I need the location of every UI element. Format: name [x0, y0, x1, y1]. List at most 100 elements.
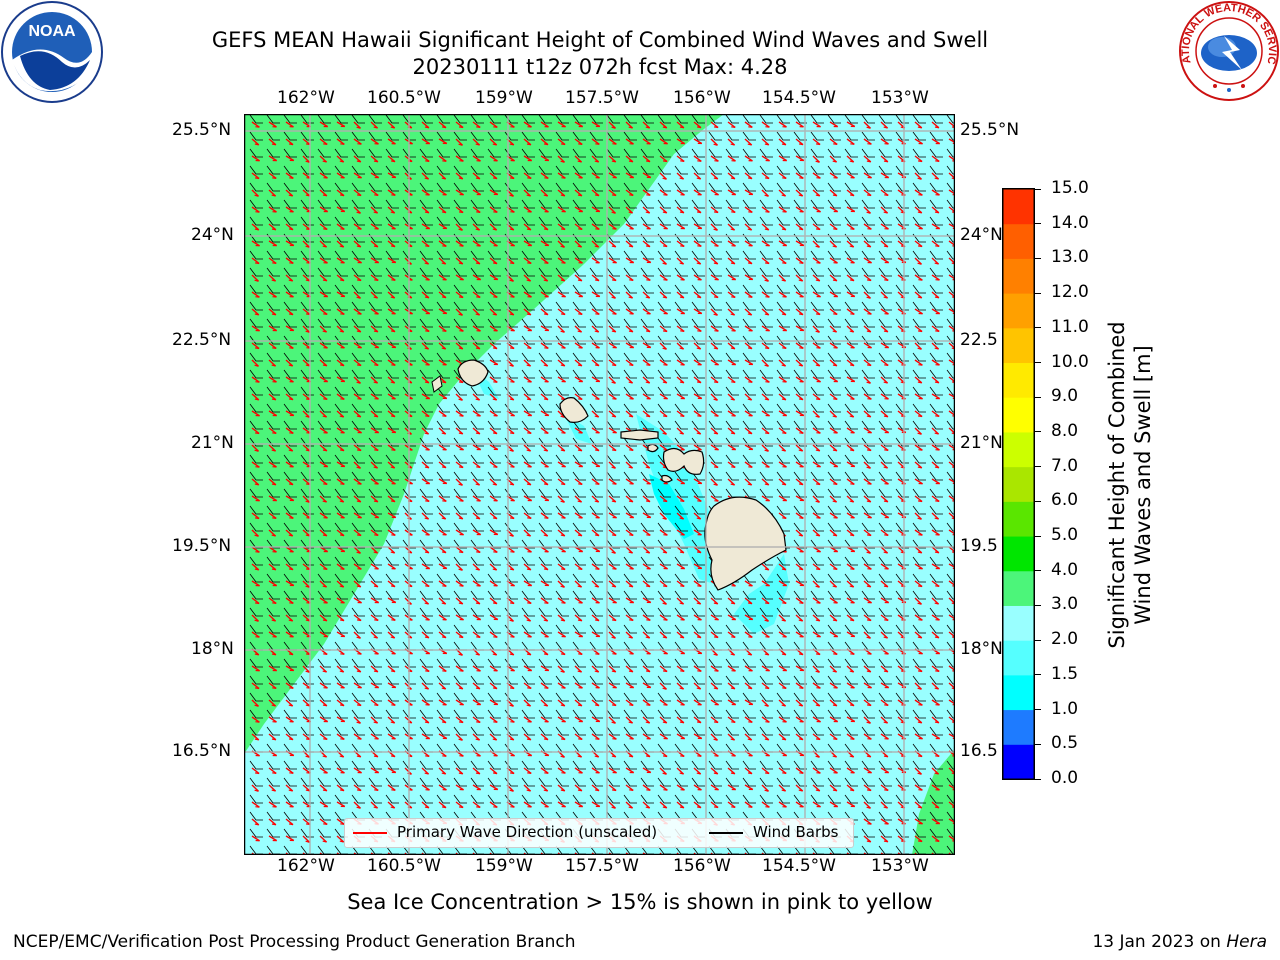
wave-arrow: [710, 155, 719, 162]
wave-arrow: [370, 410, 379, 418]
wind-barb: [912, 352, 926, 362]
wave-arrow: [438, 189, 447, 196]
wind-barb: [827, 131, 841, 141]
wave-arrow-head: [645, 636, 650, 639]
wave-arrow-head: [289, 602, 294, 604]
wave-arrow-head: [510, 296, 515, 298]
wave-arrow: [642, 240, 651, 248]
wind-barb: [521, 726, 535, 736]
wind-barb: [674, 369, 688, 379]
wave-arrow-head: [288, 228, 294, 231]
wind-barb: [538, 369, 552, 379]
wind-barb: [657, 182, 671, 192]
wave-arrow: [642, 614, 651, 621]
wave-arrow-head: [441, 347, 446, 350]
wave-arrow: [795, 189, 804, 197]
wave-arrow: [608, 274, 617, 282]
wave-arrow: [370, 155, 379, 163]
wind-barb: [589, 675, 603, 685]
wind-barb: [946, 131, 955, 141]
wind-barb: [538, 658, 552, 668]
wave-arrow-head: [611, 330, 616, 333]
wind-barb: [946, 114, 955, 124]
wave-arrow: [523, 461, 532, 468]
wave-arrow-head: [527, 177, 532, 179]
wind-barb: [640, 590, 654, 600]
wave-arrow: [846, 223, 855, 230]
wave-arrow-head: [935, 670, 940, 672]
wind-barb: [521, 488, 535, 498]
wind-barb: [708, 301, 722, 311]
wave-arrow: [863, 495, 872, 503]
wave-arrow-head: [424, 347, 429, 350]
wind-barb: [283, 301, 297, 311]
wind-barb: [266, 148, 280, 158]
wave-arrow: [846, 444, 855, 452]
wind-barb: [606, 488, 620, 498]
wave-arrow-head: [866, 755, 871, 758]
wave-arrow-head: [578, 483, 583, 485]
wave-arrow-head: [833, 398, 838, 400]
wind-barb: [606, 352, 620, 362]
wave-arrow-head: [629, 194, 634, 196]
wave-arrow: [455, 444, 464, 451]
wave-arrow-head: [458, 262, 463, 265]
wave-arrow: [608, 308, 617, 315]
wave-arrow-head: [458, 143, 463, 146]
wind-barb: [708, 369, 722, 379]
wind-barb: [827, 607, 841, 617]
wave-arrow-head: [628, 500, 634, 503]
wave-arrow-head: [883, 755, 889, 758]
wave-arrow: [489, 478, 498, 486]
wind-barb: [912, 369, 926, 379]
wave-arrow-head: [850, 228, 855, 230]
wave-arrow: [421, 393, 431, 400]
wave-arrow: [370, 716, 379, 724]
wave-arrow: [812, 546, 821, 553]
wave-arrow: [540, 529, 549, 537]
wave-arrow-head: [305, 279, 310, 282]
wave-arrow-head: [322, 704, 328, 707]
wave-arrow: [540, 308, 549, 316]
wave-arrow-head: [849, 160, 854, 163]
wind-barb: [351, 675, 365, 685]
wave-arrow: [642, 682, 652, 689]
wind-barb: [453, 505, 467, 515]
wave-arrow: [387, 597, 397, 604]
wind-barb: [572, 590, 586, 600]
wave-arrow: [710, 257, 719, 265]
wave-arrow: [591, 733, 600, 740]
wave-arrow: [472, 291, 481, 298]
wave-arrow-head: [883, 126, 888, 129]
wind-barb: [487, 760, 501, 770]
wave-arrow: [591, 512, 600, 519]
wave-arrow-head: [458, 432, 463, 435]
wind-barb: [759, 403, 773, 413]
wave-arrow: [829, 121, 839, 128]
wind-barb: [844, 114, 858, 124]
wind-barb: [725, 403, 739, 413]
wave-arrow-head: [543, 313, 549, 316]
wind-barb: [895, 114, 909, 124]
wind-barb: [640, 148, 654, 158]
wind-barb: [249, 607, 263, 617]
wave-arrow-head: [714, 245, 719, 247]
wave-arrow: [455, 172, 464, 180]
wave-arrow-head: [748, 126, 753, 128]
wave-arrow: [472, 223, 481, 231]
wind-barb: [385, 539, 399, 549]
wave-arrow: [438, 495, 447, 502]
wave-arrow-head: [628, 381, 633, 384]
wave-arrow: [778, 325, 788, 332]
wave-arrow-head: [934, 381, 940, 384]
wind-barb: [725, 216, 739, 226]
wind-barb: [844, 352, 858, 362]
wind-barb: [776, 624, 790, 634]
wave-arrow: [540, 614, 549, 622]
wave-arrow: [744, 410, 753, 417]
wave-arrow-head: [543, 534, 548, 537]
wave-arrow: [625, 376, 634, 384]
wave-arrow: [761, 461, 770, 468]
wave-arrow-head: [765, 721, 770, 723]
wave-arrow: [914, 631, 923, 639]
